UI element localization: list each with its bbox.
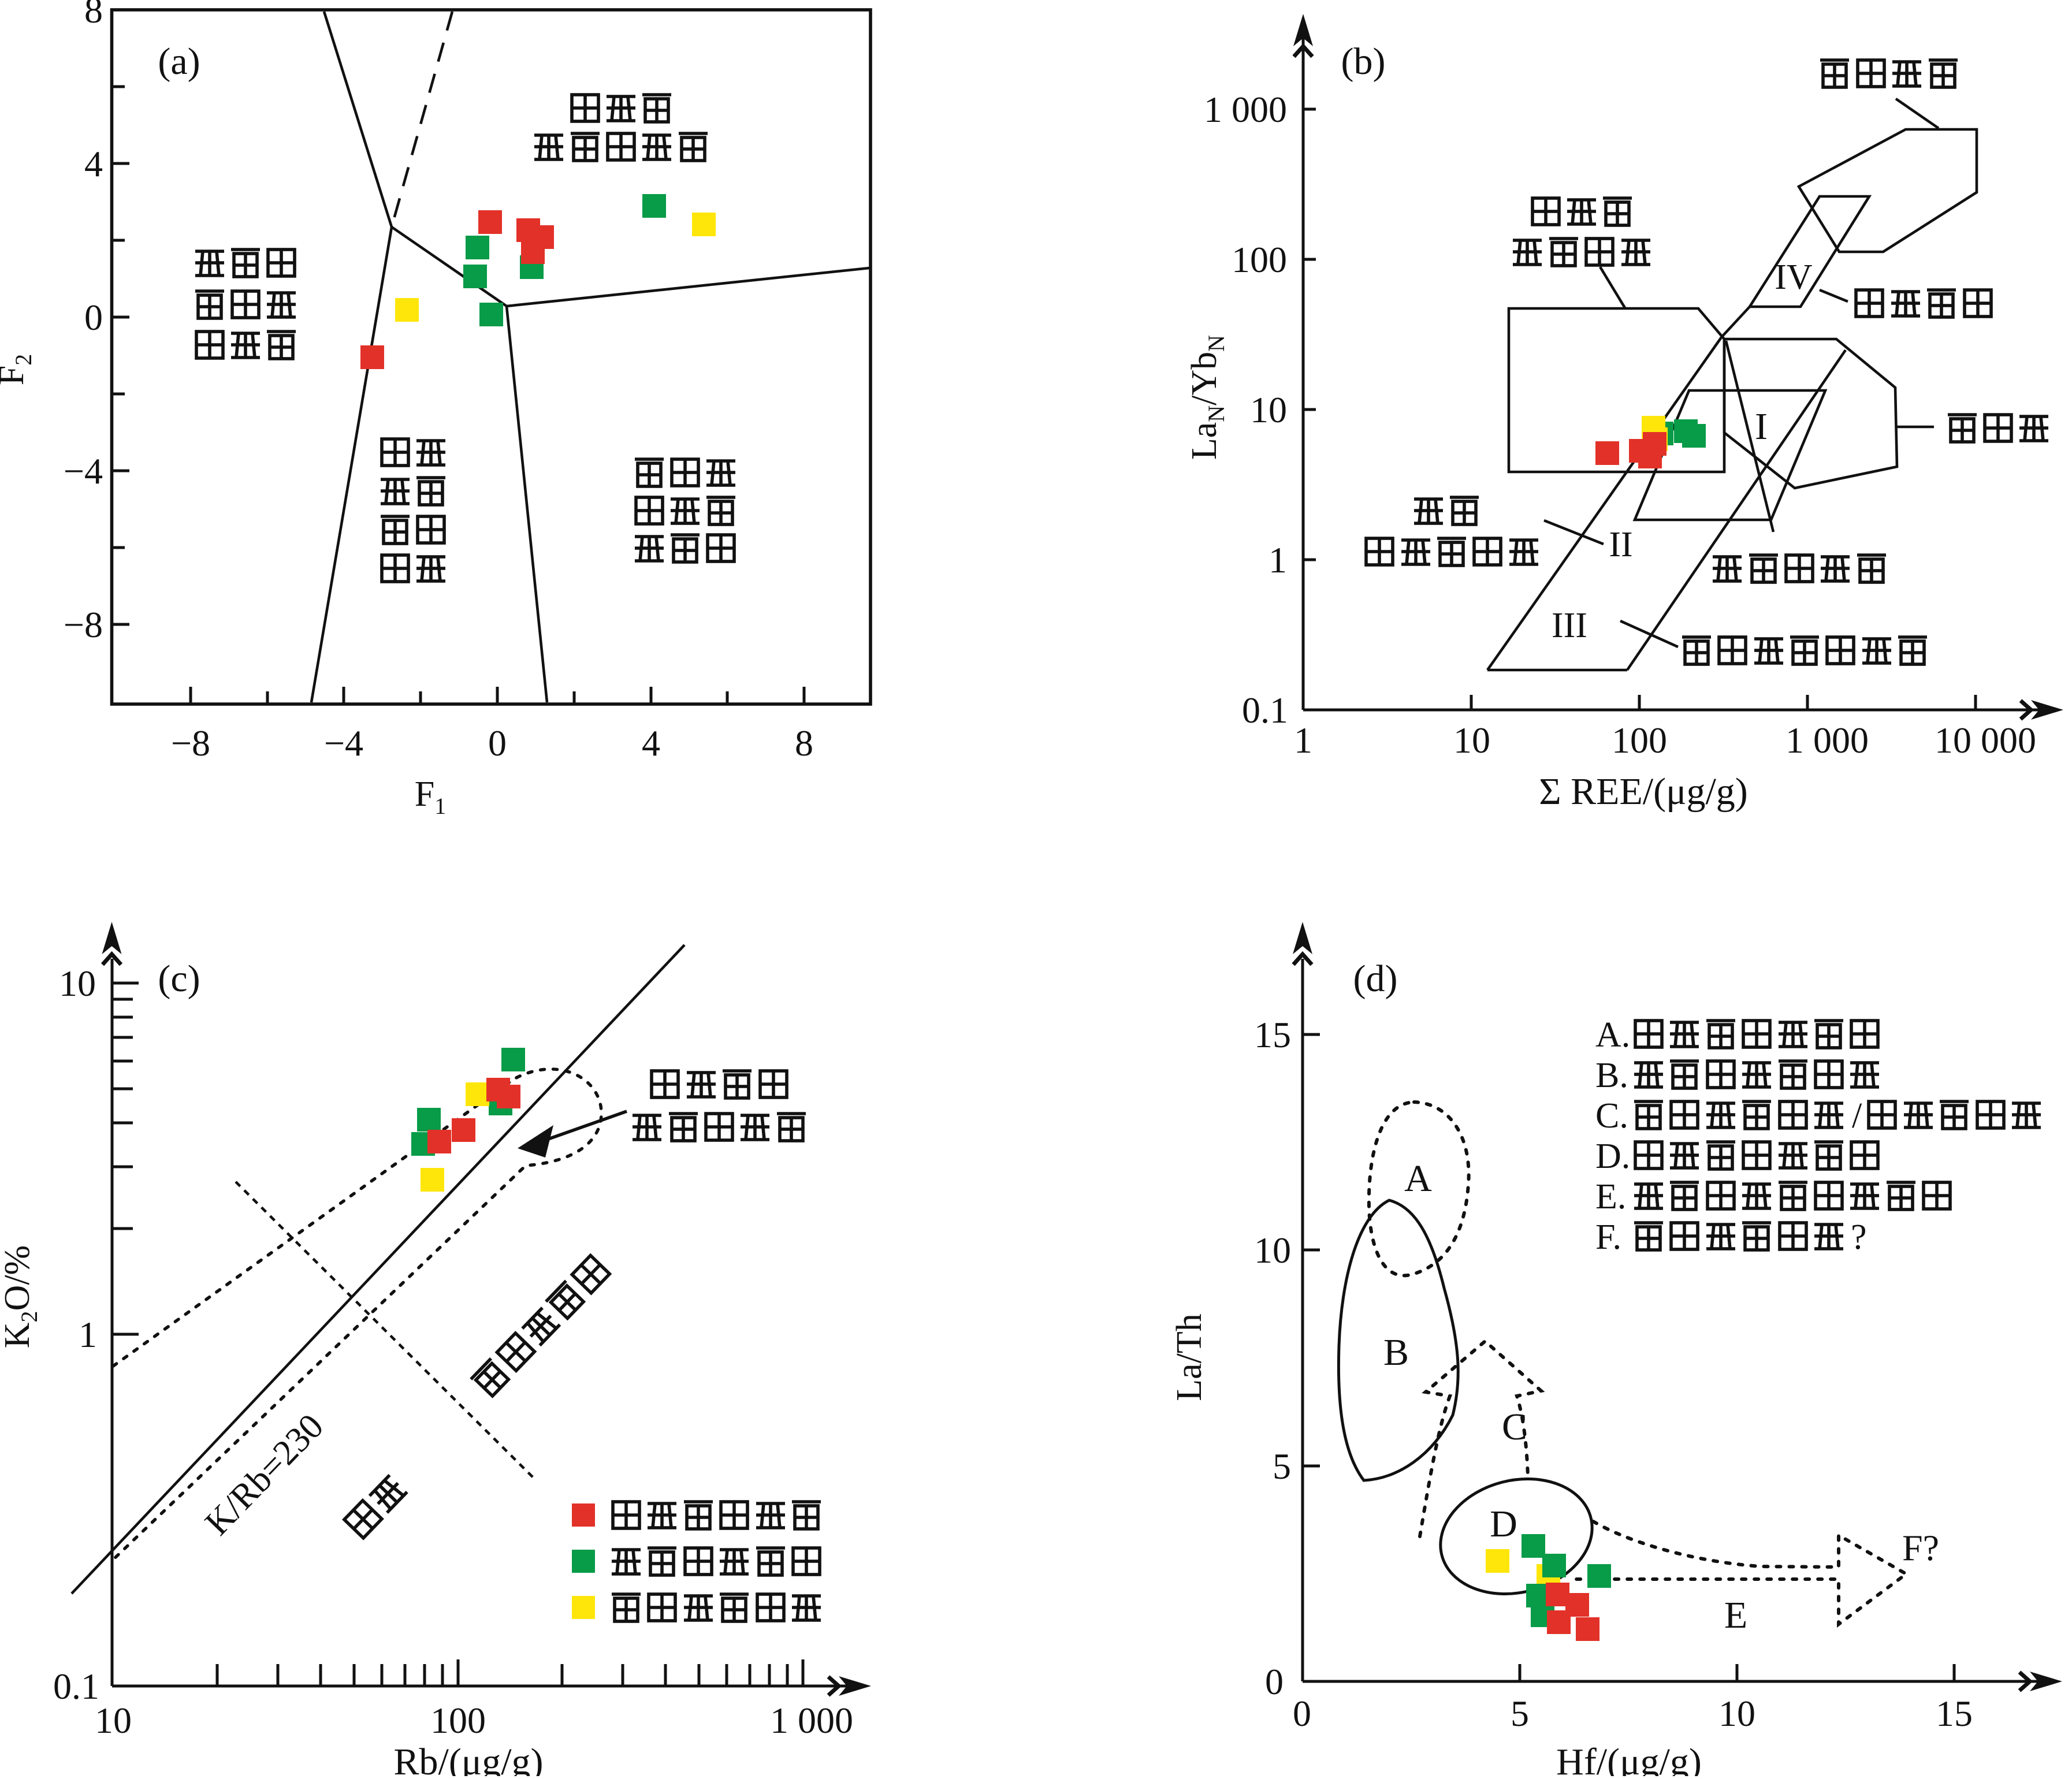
svg-text:(c): (c) (158, 958, 200, 1000)
svg-text:0: 0 (1265, 1661, 1284, 1702)
svg-text:II: II (1609, 525, 1632, 564)
svg-text:D: D (1490, 1503, 1517, 1545)
svg-text:1 000: 1 000 (1204, 89, 1287, 130)
svg-text:5: 5 (1511, 1693, 1529, 1734)
svg-text:−4: −4 (64, 451, 103, 492)
svg-text:−8: −8 (64, 604, 103, 645)
svg-text:4: 4 (84, 143, 103, 184)
svg-text:?: ? (1851, 1218, 1867, 1257)
svg-text:C.: C. (1595, 1096, 1628, 1136)
svg-text:E.: E. (1595, 1177, 1626, 1216)
svg-text:1 000: 1 000 (1785, 720, 1869, 761)
svg-text:III: III (1552, 606, 1587, 645)
svg-text:F.: F. (1595, 1218, 1621, 1257)
svg-text:/: / (1852, 1096, 1862, 1136)
svg-text:15: 15 (1936, 1693, 1973, 1734)
svg-text:0: 0 (488, 723, 507, 764)
svg-text:0.1: 0.1 (1242, 690, 1288, 731)
svg-text:4: 4 (642, 723, 660, 764)
svg-text:A.: A. (1595, 1015, 1630, 1055)
svg-text:(a): (a) (158, 40, 200, 83)
svg-text:8: 8 (795, 723, 813, 764)
svg-text:−4: −4 (324, 723, 363, 764)
svg-text:E: E (1724, 1594, 1747, 1636)
svg-text:(d): (d) (1353, 958, 1398, 1000)
svg-text:1: 1 (1294, 720, 1312, 761)
svg-text:F?: F? (1902, 1527, 1939, 1568)
svg-text:1: 1 (1269, 539, 1287, 580)
svg-text:A: A (1404, 1158, 1432, 1200)
svg-text:La/Th: La/Th (1170, 1313, 1209, 1401)
svg-text:5: 5 (1273, 1446, 1291, 1487)
svg-text:Rb/(μg/g): Rb/(μg/g) (393, 1741, 543, 1776)
svg-text:−8: −8 (171, 723, 210, 764)
svg-text:100: 100 (430, 1700, 486, 1741)
svg-text:B.: B. (1595, 1056, 1628, 1095)
svg-text:10: 10 (1718, 1693, 1755, 1734)
svg-text:100: 100 (1232, 239, 1287, 280)
svg-text:Hf/(μg/g): Hf/(μg/g) (1556, 1741, 1702, 1776)
svg-text:8: 8 (84, 0, 103, 31)
svg-text:100: 100 (1612, 720, 1667, 761)
svg-text:K2O/%: K2O/% (0, 1245, 42, 1348)
svg-text:(b): (b) (1341, 40, 1386, 83)
svg-text:C: C (1502, 1406, 1527, 1448)
svg-text:1: 1 (79, 1314, 97, 1355)
svg-text:0.1: 0.1 (53, 1666, 99, 1707)
svg-text:15: 15 (1254, 1014, 1291, 1055)
svg-text:0: 0 (84, 297, 103, 338)
svg-text:I: I (1755, 405, 1768, 448)
svg-text:10: 10 (1250, 389, 1287, 430)
svg-text:Σ REE/(μg/g): Σ REE/(μg/g) (1539, 771, 1748, 813)
svg-text:10: 10 (1453, 720, 1490, 761)
svg-text:10 000: 10 000 (1935, 720, 2036, 761)
svg-text:10: 10 (1254, 1230, 1291, 1271)
svg-text:LaN/YbN: LaN/YbN (1185, 335, 1229, 460)
svg-text:D.: D. (1595, 1137, 1630, 1176)
svg-text:1 000: 1 000 (770, 1700, 853, 1741)
svg-text:10: 10 (59, 963, 96, 1004)
svg-text:B: B (1383, 1331, 1409, 1374)
svg-text:IV: IV (1775, 258, 1813, 297)
svg-text:0: 0 (1293, 1693, 1311, 1734)
svg-text:10: 10 (95, 1700, 132, 1741)
